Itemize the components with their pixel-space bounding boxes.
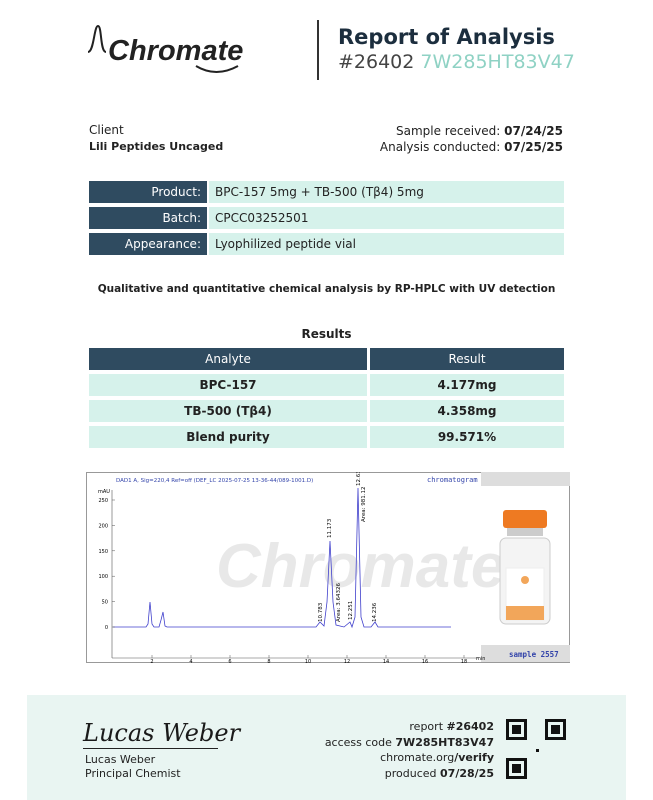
x-tick-label: 16	[422, 659, 428, 665]
chrom-tag: chromatogram	[427, 476, 478, 484]
report-number: #26402	[338, 51, 415, 73]
footer: Lucas Weber Lucas Weber Principal Chemist…	[27, 695, 626, 800]
row-value: Lyophilized peptide vial	[209, 233, 564, 255]
signer-name: Lucas Weber	[85, 753, 156, 766]
access-code: 7W285HT83V47	[420, 51, 575, 73]
date-value: 07/25/25	[504, 140, 563, 154]
results-title: Results	[301, 327, 352, 341]
x-tick-label: 12	[344, 659, 350, 665]
client-label: Client	[89, 123, 124, 137]
title: Report of Analysis	[338, 25, 555, 49]
y-tick-label: 0	[105, 625, 108, 631]
date-label: Sample received:	[395, 124, 501, 138]
qr-finder	[506, 719, 527, 740]
date-row: Analysis conducted: 07/25/25	[380, 139, 563, 155]
line-label: report	[409, 720, 447, 733]
method: Qualitative and quantitative chemical an…	[97, 283, 556, 295]
line-value: /verify	[454, 751, 494, 764]
qr-finder	[551, 725, 560, 734]
qr-finder	[512, 764, 521, 773]
line-value: #26402	[446, 720, 495, 733]
peak-label: 12.251	[348, 601, 354, 620]
y-tick-label: 100	[98, 574, 108, 580]
id-line: #26402 7W285HT83V47	[338, 51, 575, 73]
x-tick-label: 14	[383, 659, 389, 665]
dates: Sample received: 07/24/25 Analysis condu…	[380, 123, 563, 155]
result-cell: 4.358mg	[370, 400, 564, 422]
row-label: Product:	[89, 181, 207, 203]
chrom-header: DAD1 A, Sig=220,4 Ref=off (DEF_LC 2025-0…	[116, 478, 313, 484]
x-tick-label: 4	[189, 659, 192, 665]
result-cell: TB-500 (Tβ4)	[89, 400, 367, 422]
signer: Lucas Weber Principal Chemist	[85, 753, 181, 781]
tag-bg	[481, 472, 570, 486]
result-cell: Blend purity	[89, 426, 367, 448]
y-unit: mAU	[98, 489, 110, 495]
x-tick-label: 18	[461, 659, 467, 665]
logo-text: Chromate	[108, 35, 243, 67]
x-tick-label: 8	[267, 659, 270, 665]
sample-label: sample 2557	[509, 650, 559, 659]
result-cell: 99.571%	[370, 426, 564, 448]
verify-block: report #26402 access code 7W285HT83V47 c…	[325, 719, 494, 781]
column-header: Result	[370, 348, 564, 370]
frame	[86, 472, 570, 663]
date-value: 07/24/25	[504, 124, 563, 138]
line-value: 7W285HT83V47	[395, 735, 494, 749]
x-tick-label: 6	[228, 659, 231, 665]
verify-line: report #26402	[325, 719, 494, 735]
peak-label: Area: 3.64326	[336, 582, 342, 622]
y-tick-label: 250	[98, 498, 108, 504]
trace	[113, 487, 451, 629]
row-value: CPCC03252501	[209, 207, 564, 229]
row-value: BPC-157 5mg + TB-500 (Tβ4) 5mg	[209, 181, 564, 203]
qr-finder	[512, 725, 521, 734]
peak-label: 11.173	[327, 518, 333, 538]
line-value: 07/28/25	[440, 766, 494, 780]
date-row: Sample received: 07/24/25	[380, 123, 563, 139]
x-unit: min	[476, 656, 485, 662]
logo: Chromate	[87, 24, 243, 73]
y-tick-label: 50	[102, 600, 108, 606]
y-tick-label: 150	[98, 549, 108, 555]
qr-finder	[506, 758, 527, 779]
verify-line: produced 07/28/25	[325, 766, 494, 782]
signer-role: Principal Chemist	[85, 767, 181, 780]
sample-bg	[481, 645, 570, 662]
x-tick-label: 2	[150, 659, 153, 665]
qr-finder	[545, 719, 566, 740]
peak-label: 10.783	[318, 602, 324, 622]
peak-label: 12.639	[356, 472, 362, 486]
divider	[317, 20, 319, 80]
date-label: Analysis conducted:	[379, 140, 501, 154]
result-cell: 4.177mg	[370, 374, 564, 396]
signature: Lucas Weber	[83, 719, 241, 747]
line-label: produced	[384, 766, 441, 780]
y-tick-label: 200	[98, 523, 108, 529]
client-name: Lili Peptides Uncaged	[89, 140, 224, 153]
row-label: Batch:	[89, 207, 207, 229]
qr-cell	[536, 749, 539, 752]
x-tick-label: 10	[305, 659, 311, 665]
sign-line	[83, 748, 218, 749]
verify-line: access code 7W285HT83V47	[325, 735, 494, 751]
line-label: chromate.org	[380, 751, 455, 764]
chromatogram: Chromate DAD1 A, Sig=220,4 Ref=off (DEF_…	[86, 472, 570, 665]
peak-label: Area: 981.12	[361, 486, 367, 522]
column-header: Analyte	[89, 348, 367, 370]
row-label: Appearance:	[89, 233, 207, 255]
verify-line: chromate.org/verify	[325, 750, 494, 766]
peak-label: 14.236	[372, 602, 378, 622]
qr-code	[506, 719, 566, 779]
line-label: access code	[324, 735, 396, 749]
vial	[499, 510, 551, 625]
result-cell: BPC-157	[89, 374, 367, 396]
